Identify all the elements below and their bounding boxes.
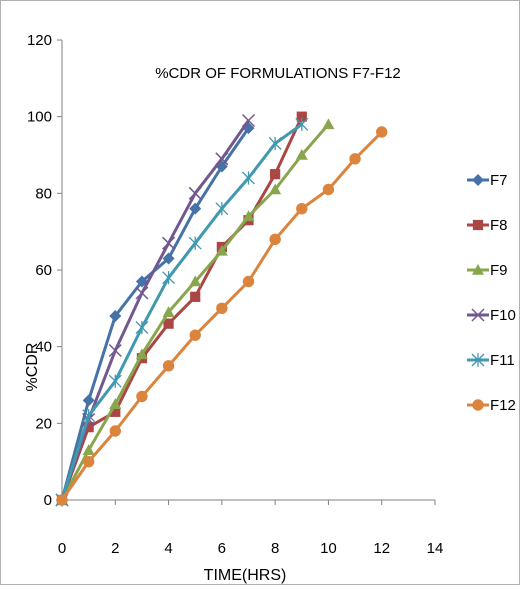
legend-label: F12 bbox=[490, 397, 516, 414]
x-tick-label: 14 bbox=[427, 540, 444, 557]
data-point-diamond bbox=[82, 394, 95, 407]
data-point-triangle bbox=[269, 183, 282, 195]
data-point-asterisk bbox=[82, 409, 96, 423]
data-point-diamond bbox=[109, 310, 122, 322]
legend: F7 F8 F9 F10 F11 F12 bbox=[467, 172, 516, 414]
data-point-circle bbox=[162, 360, 175, 372]
data-point-circle bbox=[376, 126, 388, 138]
data-point-circle bbox=[296, 202, 308, 215]
legend-item-f7: F7 bbox=[467, 172, 508, 189]
y-tick-label: 40 bbox=[35, 339, 52, 356]
x-tick-label: 12 bbox=[373, 540, 390, 557]
x-tick-label: 4 bbox=[164, 540, 172, 557]
series-layer bbox=[55, 111, 388, 507]
axes: 0 20 40 60 80 100 120 0 2 4 6 8 10 12 14 bbox=[27, 32, 443, 557]
series-line bbox=[60, 123, 303, 501]
x-tick-label: 10 bbox=[320, 540, 337, 557]
data-point-triangle bbox=[472, 264, 484, 275]
data-point-asterisk bbox=[188, 236, 202, 250]
y-tick-label: 80 bbox=[35, 185, 52, 202]
data-point-circle bbox=[216, 302, 228, 315]
legend-item-f11: F11 bbox=[467, 352, 515, 369]
data-point-triangle bbox=[215, 244, 228, 256]
data-point-asterisk bbox=[215, 202, 229, 216]
data-point-triangle bbox=[162, 306, 175, 317]
x-tick-label: 8 bbox=[271, 540, 279, 557]
data-point-circle bbox=[82, 455, 95, 468]
data-point-x bbox=[471, 308, 485, 322]
data-point-diamond bbox=[242, 122, 255, 135]
legend-label: F11 bbox=[490, 352, 515, 369]
data-point-triangle bbox=[135, 348, 148, 360]
data-point-asterisk bbox=[295, 117, 309, 131]
y-tick-label: 120 bbox=[27, 32, 52, 49]
legend-label: F7 bbox=[490, 172, 508, 189]
data-point-circle bbox=[322, 183, 335, 196]
x-tick-label: 6 bbox=[218, 540, 226, 557]
data-point-asterisk bbox=[242, 171, 255, 185]
data-point-diamond bbox=[472, 174, 484, 186]
series-f9 bbox=[56, 118, 335, 505]
y-tick-label: 100 bbox=[27, 109, 52, 126]
data-point-asterisk bbox=[268, 136, 282, 151]
y-tick-label: 60 bbox=[35, 262, 52, 279]
data-point-circle bbox=[349, 153, 361, 165]
series-line bbox=[60, 116, 304, 501]
data-point-triangle bbox=[82, 444, 95, 455]
data-point-asterisk bbox=[135, 320, 149, 335]
legend-item-f8: F8 bbox=[467, 217, 508, 234]
data-point-diamond bbox=[162, 252, 175, 265]
data-point-circle bbox=[189, 329, 201, 341]
data-point-triangle bbox=[242, 210, 255, 222]
legend-item-f9: F9 bbox=[467, 262, 508, 279]
x-tick-label: 2 bbox=[111, 540, 119, 557]
legend-label: F10 bbox=[490, 307, 516, 324]
series-f12 bbox=[56, 126, 388, 506]
data-point-diamond bbox=[189, 202, 202, 215]
data-point-x bbox=[215, 152, 229, 166]
data-point-triangle bbox=[295, 149, 308, 160]
data-point-square bbox=[190, 291, 201, 302]
legend-item-f10: F10 bbox=[467, 307, 516, 324]
data-point-x bbox=[108, 343, 122, 358]
data-point-square bbox=[270, 169, 281, 180]
data-point-circle bbox=[472, 399, 484, 411]
data-point-x bbox=[135, 286, 149, 300]
x-tick-label: 0 bbox=[58, 540, 66, 557]
data-point-x bbox=[162, 236, 176, 250]
chart-title: %CDR OF FORMULATIONS F7-F12 bbox=[155, 65, 401, 82]
legend-label: F8 bbox=[490, 217, 508, 234]
x-axis-title: TIME(HRS) bbox=[204, 567, 287, 584]
data-point-x bbox=[188, 186, 202, 200]
data-point-asterisk bbox=[108, 374, 122, 388]
data-point-square bbox=[296, 111, 307, 122]
y-tick-label: 20 bbox=[35, 415, 52, 432]
data-point-circle bbox=[269, 233, 281, 246]
data-point-asterisk bbox=[471, 353, 485, 367]
data-point-circle bbox=[242, 275, 255, 288]
data-point-square bbox=[472, 219, 484, 231]
legend-label: F9 bbox=[490, 262, 508, 279]
data-point-triangle bbox=[109, 398, 122, 409]
data-point-square bbox=[83, 422, 94, 433]
legend-item-f12: F12 bbox=[467, 397, 516, 414]
y-axis-title: %CDR bbox=[24, 343, 41, 392]
data-point-square bbox=[110, 406, 121, 417]
data-point-square bbox=[163, 318, 174, 329]
data-point-circle bbox=[56, 494, 68, 506]
y-tick-label: 0 bbox=[44, 492, 52, 509]
data-point-asterisk bbox=[162, 271, 176, 285]
data-point-triangle bbox=[189, 275, 202, 287]
data-point-triangle bbox=[322, 118, 335, 130]
data-point-circle bbox=[136, 390, 148, 403]
data-point-circle bbox=[109, 425, 121, 437]
data-point-x bbox=[241, 113, 256, 128]
